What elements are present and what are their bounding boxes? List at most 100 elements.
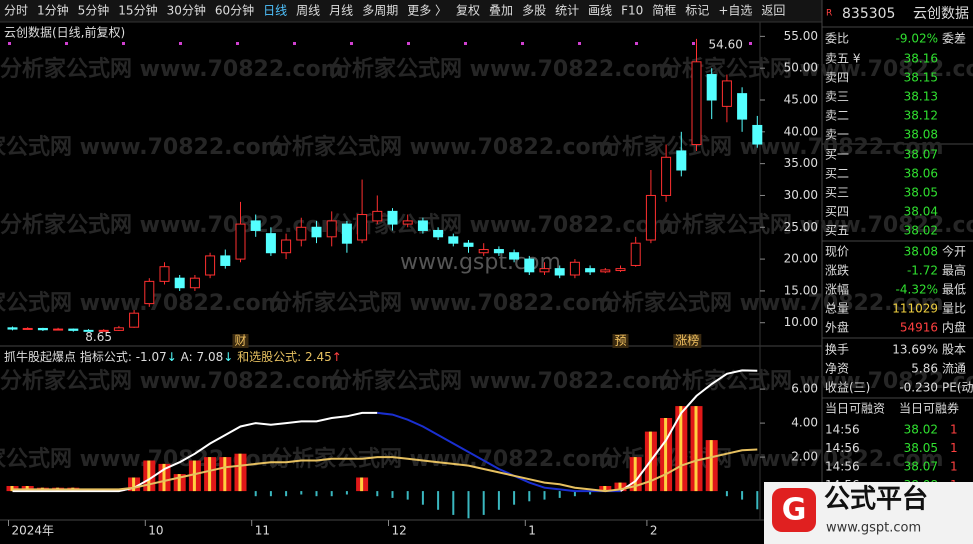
row-extra: 最低	[942, 283, 966, 297]
watermark: 分析家公式网 www.70822.com	[0, 134, 284, 160]
trade-vol: 1	[950, 423, 958, 437]
dot	[445, 42, 448, 45]
toolbar-button[interactable]: 分时	[4, 4, 28, 18]
bar-stripe	[709, 440, 713, 492]
bar-stripe	[192, 460, 196, 492]
row-label: 买五	[825, 224, 849, 238]
row-value: 38.06	[904, 167, 938, 181]
toolbar-button[interactable]: 5分钟	[78, 3, 110, 18]
center-watermark: www.gspt.com	[400, 250, 561, 275]
dot	[84, 42, 87, 45]
toolbar-button[interactable]: 日线	[263, 4, 287, 18]
candle-body	[752, 124, 763, 145]
candle-body	[311, 226, 322, 238]
indicator-text: 抓牛股起爆点	[4, 349, 76, 364]
dot	[312, 42, 315, 45]
y-tick-label: 25.00	[784, 220, 818, 234]
min-label: 8.65	[85, 330, 112, 344]
dot	[502, 42, 505, 45]
candle-body	[37, 327, 48, 331]
dot	[711, 42, 714, 45]
row-value: 38.08	[904, 245, 938, 259]
bar-stripe	[360, 477, 364, 492]
dot	[597, 42, 600, 45]
watermark: 分析家公式网 www.70822.com	[330, 212, 674, 238]
row-value: -4.32%	[896, 283, 938, 297]
row-value: 13.69%	[892, 343, 938, 357]
candle-body	[569, 261, 580, 276]
dot	[236, 42, 239, 45]
candle-body	[265, 233, 276, 254]
toolbar-button[interactable]: 15分钟	[118, 3, 157, 18]
indicator-text: 2.45	[305, 350, 332, 364]
candle-body	[737, 93, 748, 120]
row-value: 38.13	[904, 90, 938, 104]
indicator-line	[12, 448, 758, 493]
candle-body	[281, 239, 292, 254]
logo-name: 公式平台	[824, 484, 928, 515]
event-marker: 财	[235, 334, 247, 348]
toolbar-button[interactable]: 叠加	[489, 4, 513, 18]
marker-bg	[612, 334, 629, 348]
dot	[635, 42, 638, 45]
watermark: 分析家公式网 www.70822.com	[600, 290, 944, 316]
watermark: 分析家公式网 www.70822.com	[0, 212, 344, 238]
watermark: 分析家公式网 www.70822.com	[330, 368, 674, 394]
y-tick-label: 55.00	[784, 29, 818, 43]
toolbar-button[interactable]: 多周期	[362, 4, 398, 18]
bar-stripe	[633, 457, 637, 492]
bar-stripe	[162, 463, 166, 492]
row-value: 38.12	[904, 109, 938, 123]
toolbar-button[interactable]: F10	[621, 4, 643, 18]
row-extra: 委差	[942, 32, 966, 46]
candle-body	[159, 266, 170, 282]
bar-stripe	[679, 406, 683, 492]
row-label: 买三	[825, 186, 849, 200]
row-value: -1.72	[907, 264, 938, 278]
candle-body	[341, 223, 352, 244]
candle-body	[296, 226, 307, 241]
toolbar-button[interactable]: 统计	[555, 4, 579, 18]
row-label: 卖二	[825, 109, 849, 123]
toolbar-button[interactable]: 30分钟	[167, 3, 206, 18]
toolbar-button[interactable]: 多股	[522, 4, 546, 18]
toolbar-button[interactable]: 画线	[588, 4, 612, 18]
candle-body	[433, 229, 444, 238]
indicator-text: 指标公式:	[80, 349, 132, 364]
row-extra: 股本	[942, 343, 966, 357]
dot	[692, 42, 695, 45]
dot	[293, 42, 296, 45]
toolbar-button[interactable]: 标记	[685, 4, 709, 18]
bar-stripe	[618, 482, 622, 492]
candle-body	[129, 312, 140, 328]
marker-bg	[673, 334, 702, 348]
dot	[217, 42, 220, 45]
toolbar-button[interactable]: +自选	[718, 4, 752, 18]
row-value: 38.15	[904, 71, 938, 85]
toolbar-button[interactable]: 返回	[761, 4, 785, 18]
toolbar-button[interactable]: 复权	[456, 4, 480, 18]
row-value: -0.230	[899, 381, 938, 395]
bar-stripe	[10, 486, 14, 492]
indicator-text: 7.08	[197, 350, 224, 364]
candle-body	[387, 210, 398, 225]
watermark: 分析家公式网 www.70822.com	[270, 290, 614, 316]
x-tick-label: 2	[650, 524, 658, 538]
toolbar-button[interactable]: 简框	[652, 4, 676, 18]
row-label: 委比	[825, 32, 849, 46]
row-label: 卖三	[825, 90, 849, 104]
y-tick-label: 15.00	[784, 283, 818, 297]
watermark: 分析家公式网 www.70822.com	[270, 134, 614, 160]
toolbar-button[interactable]: 周线	[296, 4, 320, 18]
candle-body	[205, 255, 216, 276]
toolbar-button[interactable]: 月线	[329, 4, 353, 18]
toolbar-button[interactable]: 60分钟	[215, 3, 254, 18]
toolbar-button[interactable]: 1分钟	[37, 3, 69, 18]
indicator-label: 抓牛股起爆点 指标公式: -1.07↓ A: 7.08↓ 和选股公式: 2.45…	[4, 349, 342, 364]
row-extra: PE(动	[942, 381, 973, 395]
bar-stripe	[603, 486, 607, 492]
toolbar-button[interactable]: 更多 〉	[407, 4, 447, 18]
row-extra: 量比	[942, 302, 966, 316]
watermark: 分析家公式网 www.70822.com	[660, 368, 973, 394]
